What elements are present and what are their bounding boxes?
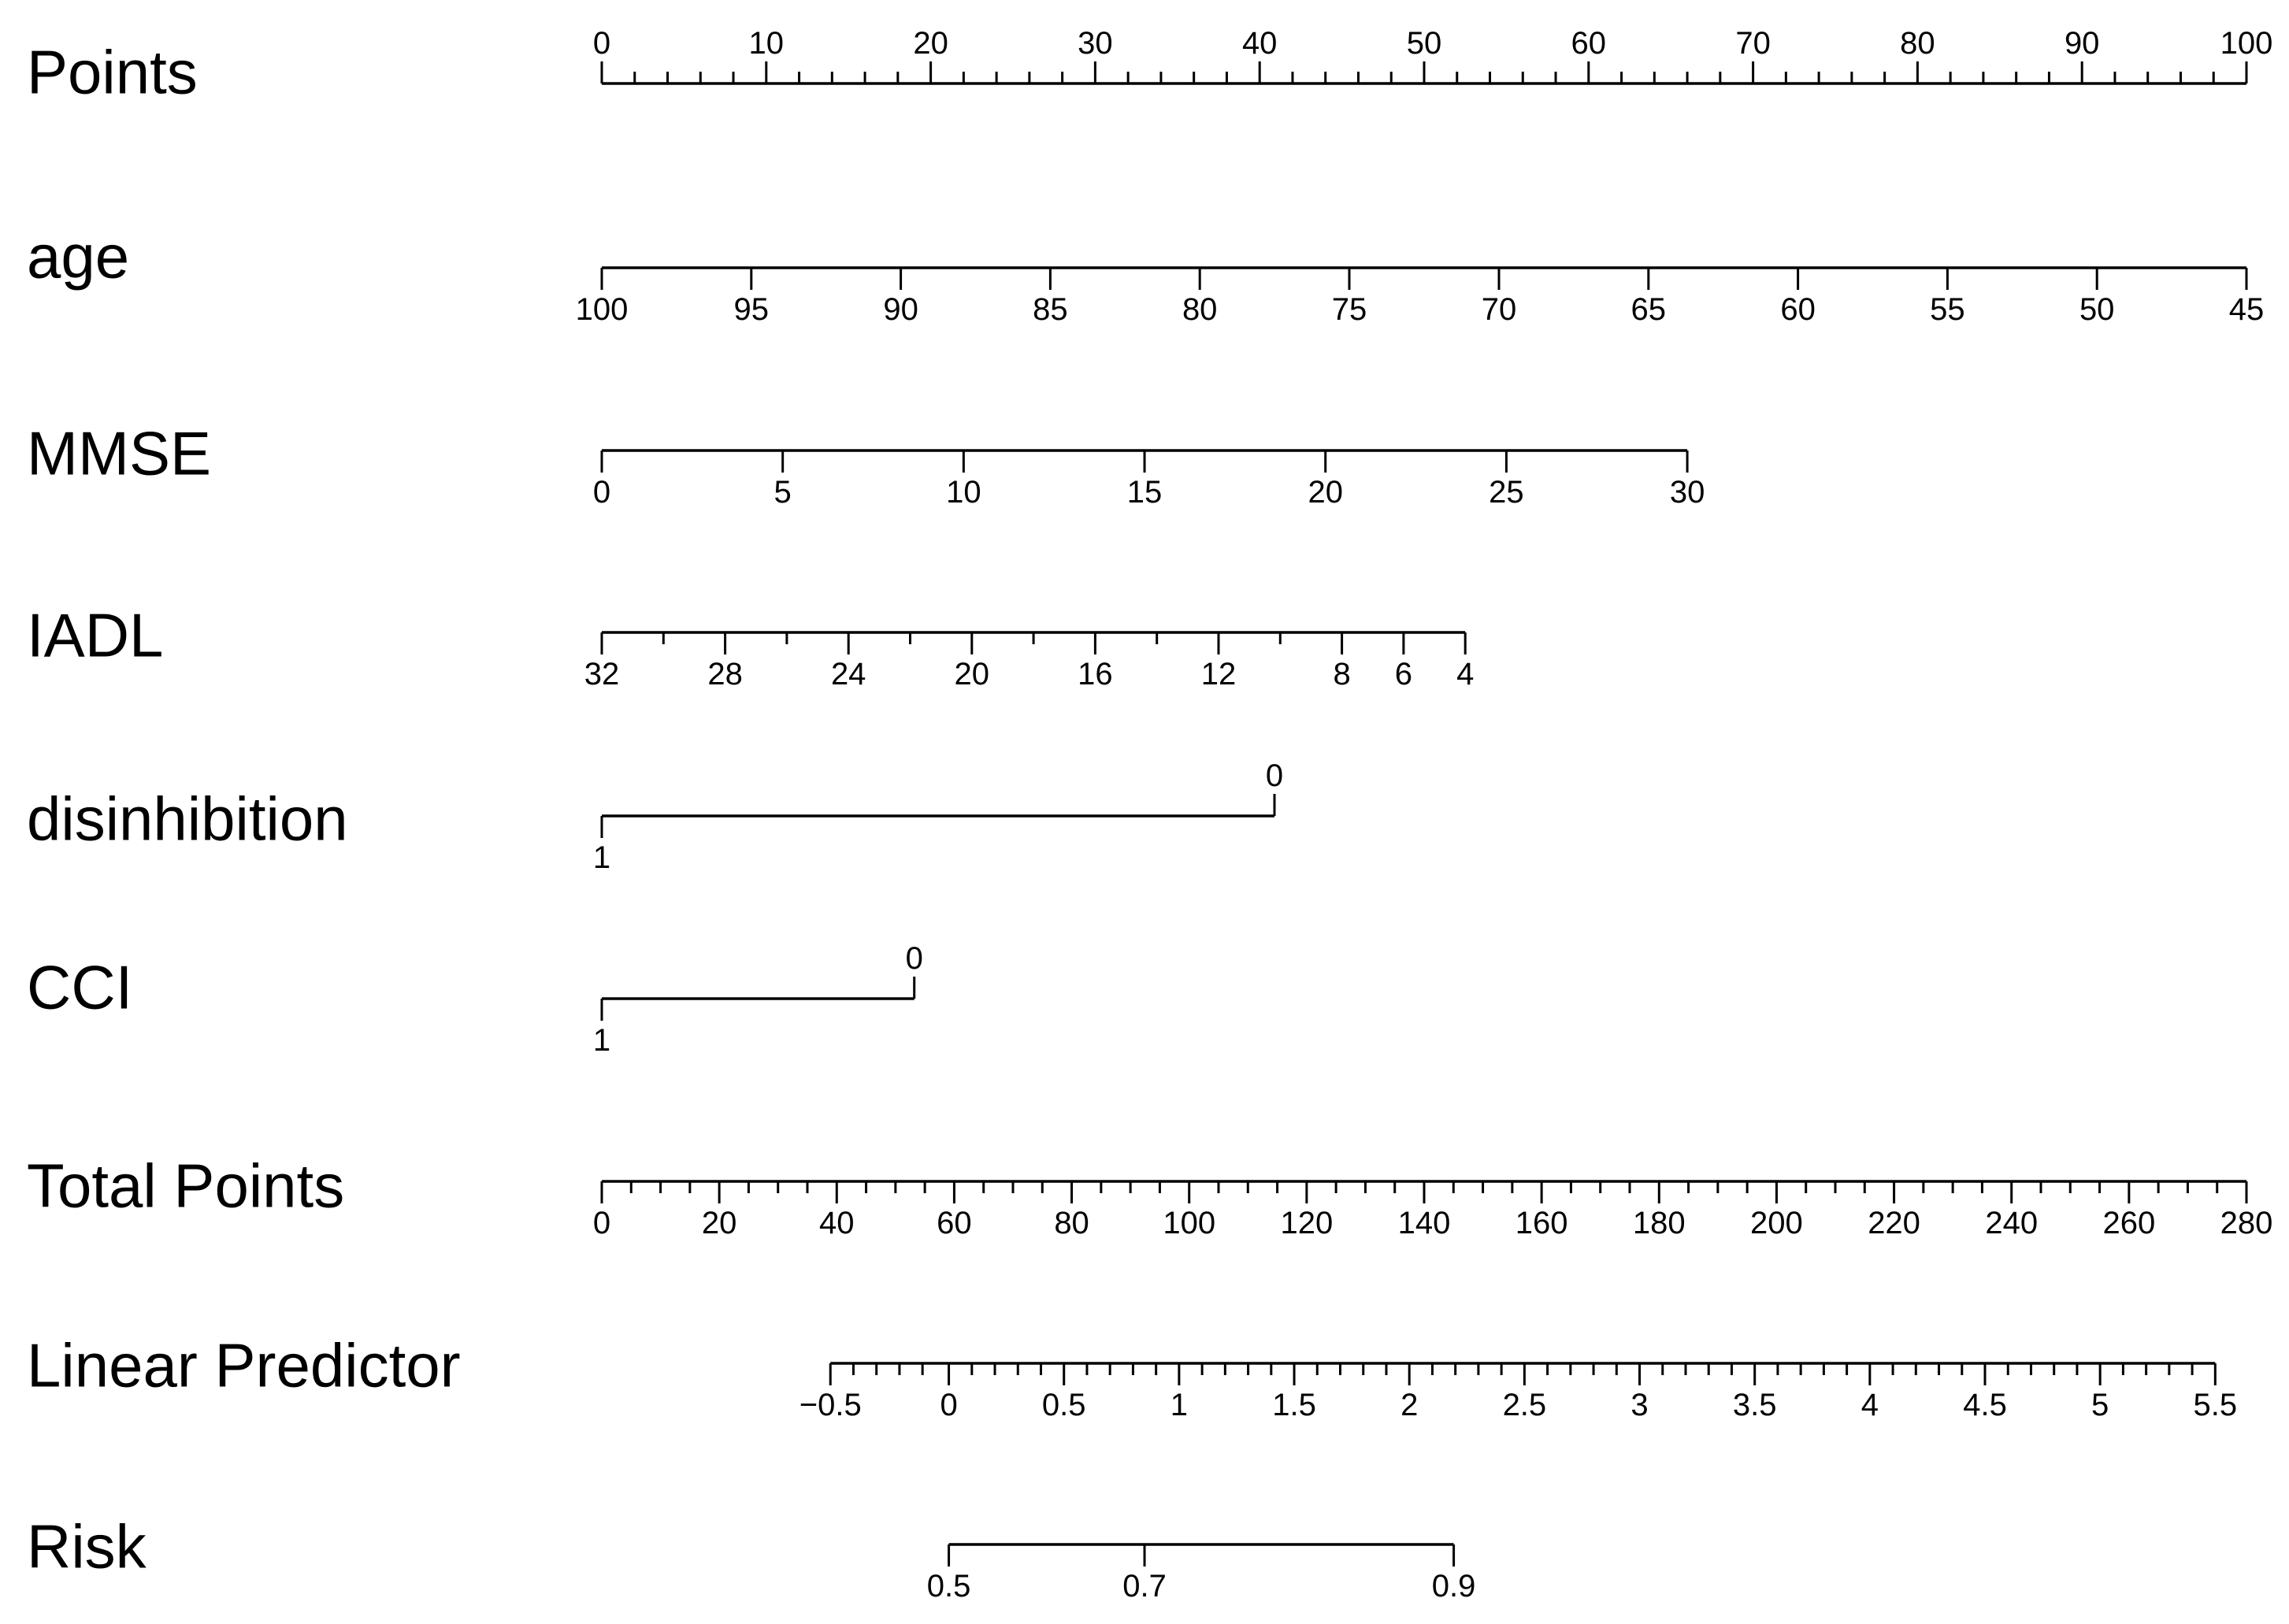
tick-label-disinhibition: 1: [593, 840, 610, 875]
tick-label-total-points: 160: [1515, 1206, 1568, 1240]
tick-label-age: 95: [734, 292, 770, 327]
tick-label-linear-predictor: 5.5: [2194, 1388, 2238, 1422]
tick-label-total-points: 180: [1633, 1206, 1686, 1240]
tick-label-iadl: 28: [707, 657, 743, 691]
tick-label-total-points: 100: [1163, 1206, 1215, 1240]
tick-label-linear-predictor: 4: [1861, 1388, 1879, 1422]
row-label-cci: CCI: [27, 953, 132, 1022]
tick-label-total-points: 60: [937, 1206, 972, 1240]
tick-label-total-points: 40: [819, 1206, 855, 1240]
tick-label-disinhibition: 0: [1266, 758, 1283, 793]
tick-label-mmse: 10: [946, 475, 981, 510]
tick-label-points: 0: [593, 26, 610, 61]
tick-label-linear-predictor: 0.5: [1042, 1388, 1086, 1422]
tick-label-linear-predictor: 3: [1630, 1388, 1648, 1422]
tick-label-age: 55: [1930, 292, 1965, 327]
tick-label-linear-predictor: −0.5: [799, 1388, 862, 1422]
tick-label-points: 30: [1078, 26, 1113, 61]
tick-label-iadl: 6: [1395, 657, 1412, 691]
tick-label-mmse: 20: [1308, 475, 1343, 510]
tick-label-cci: 0: [906, 941, 923, 976]
tick-label-age: 50: [2079, 292, 2115, 327]
tick-label-total-points: 240: [1985, 1206, 2038, 1240]
row-label-linear-predictor: Linear Predictor: [27, 1331, 461, 1400]
tick-label-points: 80: [1900, 26, 1935, 61]
tick-label-total-points: 80: [1054, 1206, 1089, 1240]
row-label-disinhibition: disinhibition: [27, 784, 348, 854]
tick-label-linear-predictor: 2.5: [1503, 1388, 1547, 1422]
row-label-risk: Risk: [27, 1512, 147, 1581]
tick-label-linear-predictor: 4.5: [1963, 1388, 2007, 1422]
tick-label-age: 75: [1332, 292, 1367, 327]
tick-label-points: 10: [749, 26, 785, 61]
tick-label-iadl: 4: [1456, 657, 1474, 691]
tick-label-total-points: 0: [593, 1206, 610, 1240]
tick-label-age: 85: [1033, 292, 1068, 327]
tick-label-iadl: 16: [1078, 657, 1113, 691]
tick-label-age: 45: [2229, 292, 2265, 327]
tick-label-total-points: 140: [1398, 1206, 1451, 1240]
tick-label-linear-predictor: 0: [940, 1388, 957, 1422]
tick-label-points: 40: [1242, 26, 1278, 61]
tick-label-points: 20: [913, 26, 948, 61]
tick-label-mmse: 0: [593, 475, 610, 510]
tick-label-points: 50: [1407, 26, 1442, 61]
tick-label-iadl: 32: [584, 657, 620, 691]
tick-label-points: 60: [1571, 26, 1607, 61]
tick-label-age: 65: [1631, 292, 1667, 327]
row-label-total-points: Total Points: [27, 1151, 344, 1221]
tick-label-points: 70: [1735, 26, 1771, 61]
row-label-mmse: MMSE: [27, 419, 211, 488]
tick-label-total-points: 20: [702, 1206, 737, 1240]
tick-label-linear-predictor: 1.5: [1272, 1388, 1316, 1422]
tick-label-total-points: 120: [1280, 1206, 1333, 1240]
tick-label-iadl: 24: [831, 657, 866, 691]
row-label-iadl: IADL: [27, 601, 163, 670]
tick-label-mmse: 15: [1127, 475, 1163, 510]
tick-label-mmse: 30: [1670, 475, 1705, 510]
tick-label-risk: 0.7: [1122, 1569, 1167, 1604]
tick-label-iadl: 12: [1201, 657, 1237, 691]
tick-label-total-points: 200: [1750, 1206, 1803, 1240]
tick-label-iadl: 8: [1333, 657, 1350, 691]
row-label-age: age: [27, 222, 129, 291]
tick-label-iadl: 20: [955, 657, 990, 691]
tick-label-points: 100: [2220, 26, 2273, 61]
tick-label-cci: 1: [593, 1023, 610, 1058]
tick-label-risk: 0.9: [1432, 1569, 1476, 1604]
tick-label-linear-predictor: 2: [1400, 1388, 1418, 1422]
tick-label-linear-predictor: 5: [2091, 1388, 2109, 1422]
tick-label-mmse: 5: [774, 475, 792, 510]
tick-label-total-points: 220: [1868, 1206, 1920, 1240]
tick-label-age: 100: [576, 292, 629, 327]
tick-label-age: 90: [883, 292, 918, 327]
tick-label-age: 60: [1780, 292, 1816, 327]
tick-label-linear-predictor: 3.5: [1733, 1388, 1777, 1422]
tick-label-age: 80: [1182, 292, 1218, 327]
tick-label-mmse: 25: [1489, 475, 1524, 510]
tick-label-age: 70: [1482, 292, 1517, 327]
row-label-points: Points: [27, 38, 198, 107]
tick-label-total-points: 260: [2102, 1206, 2155, 1240]
tick-label-linear-predictor: 1: [1170, 1388, 1188, 1422]
tick-label-points: 90: [2065, 26, 2100, 61]
tick-label-risk: 0.5: [927, 1569, 971, 1604]
tick-label-total-points: 280: [2220, 1206, 2273, 1240]
